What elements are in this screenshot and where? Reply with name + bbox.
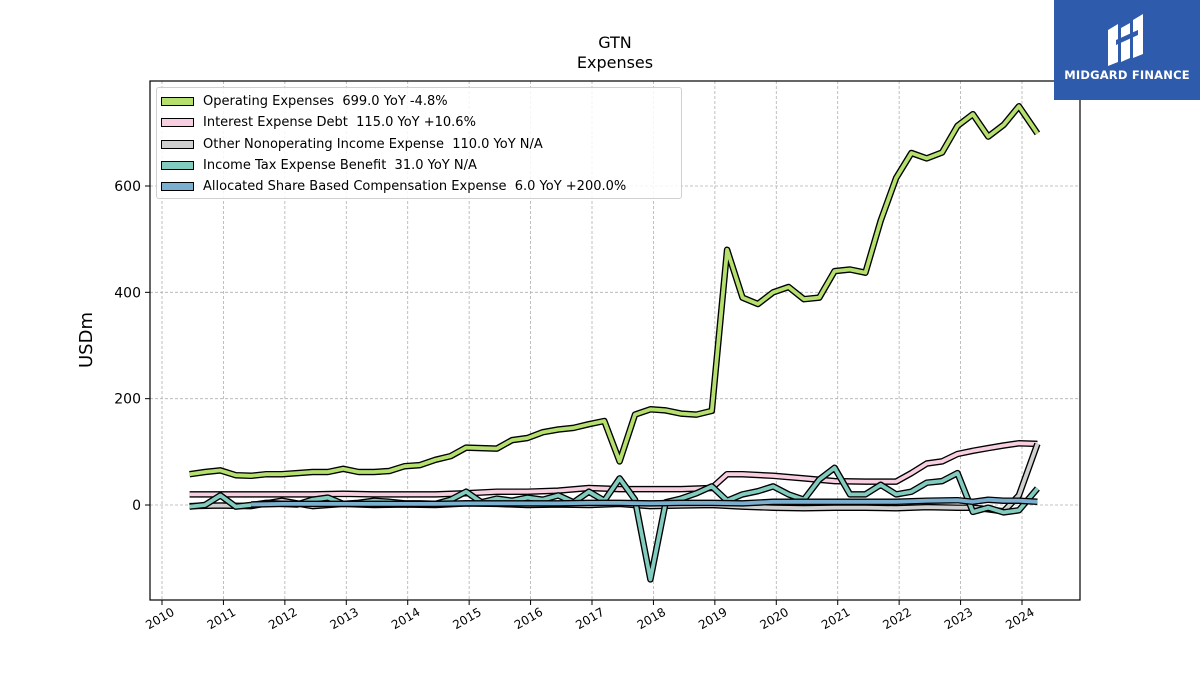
x-tick-label: 2011 [205,605,238,632]
series-line-interest-expense-debt [189,441,1038,497]
x-tick-label: 2018 [635,605,668,632]
x-tick-label: 2017 [573,605,606,632]
y-tick-label: 600 [114,179,141,195]
legend-label: Operating Expenses 699.0 YoY -4.8% [203,94,448,110]
y-axis-label: USDm [76,312,97,368]
axis-ticks: 2010 2011 2012 2013 2014 2015 2016 2017 2018 2019… [114,179,1036,632]
x-tick-label: 2013 [328,605,361,632]
midgard-finance-logo: MIDGARD FINANCE [1054,0,1200,100]
series-layer [189,103,1041,583]
x-tick-label: 2024 [1003,605,1036,632]
series-line-allocated-share-based-compensation-expense [251,497,1038,507]
x-tick-label: 2021 [819,605,852,632]
legend-swatch [161,97,194,107]
legend-item-share-based-comp: Allocated Share Based Compensation Expen… [157,176,681,197]
legend-label: Interest Expense Debt 115.0 YoY +10.6% [203,115,476,131]
y-tick-label: 400 [114,285,141,301]
x-tick-label: 2014 [389,605,422,632]
legend-swatch [161,118,194,128]
series-line-income-tax-expense-benefit [189,465,1039,582]
x-tick-label: 2023 [942,605,975,632]
legend-label: Other Nonoperating Income Expense 110.0 … [203,136,543,152]
x-tick-label: 2015 [450,605,483,632]
legend-swatch [161,139,194,149]
chart-title: GTN [598,33,632,52]
legend-label: Income Tax Expense Benefit 31.0 YoY N/A [203,158,477,174]
legend-item-interest-expense-debt: Interest Expense Debt 115.0 YoY +10.6% [157,112,681,133]
y-tick-label: 0 [132,498,141,514]
x-tick-label: 2020 [758,605,791,632]
series-line-operating-expenses [189,104,1039,478]
chart-legend: Operating Expenses 699.0 YoY -4.8% Inter… [156,87,682,199]
chart-subtitle: Expenses [577,53,653,72]
legend-item-operating-expenses: Operating Expenses 699.0 YoY -4.8% [157,91,681,112]
logo-text: MIDGARD FINANCE [1064,68,1190,82]
x-tick-label: 2022 [880,605,913,632]
legend-item-other-nonoperating: Other Nonoperating Income Expense 110.0 … [157,134,681,155]
legend-swatch [161,161,194,171]
legend-label: Allocated Share Based Compensation Expen… [203,179,627,195]
legend-item-income-tax: Income Tax Expense Benefit 31.0 YoY N/A [157,155,681,176]
x-tick-label: 2019 [696,605,729,632]
legend-swatch [161,182,194,192]
x-tick-label: 2010 [143,605,176,632]
midgard-logo-icon [1108,14,1143,66]
y-tick-label: 200 [114,392,141,408]
plot-area-frame [149,80,1081,601]
x-tick-label: 2012 [266,605,299,632]
x-tick-label: 2016 [512,605,545,632]
